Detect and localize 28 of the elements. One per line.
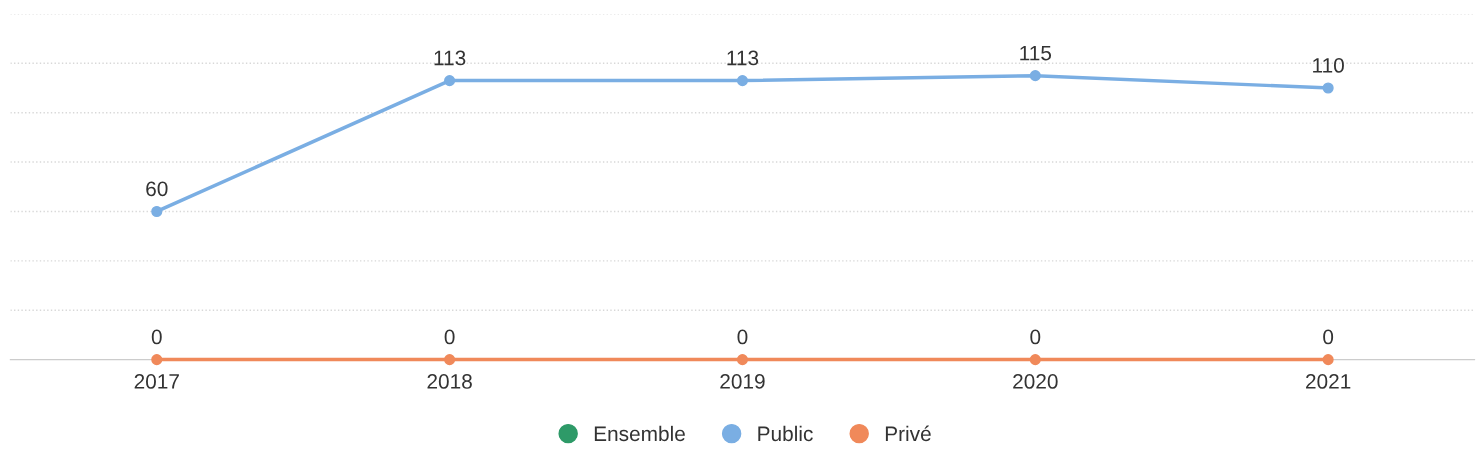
point xyxy=(1322,354,1334,366)
legend-label: Public xyxy=(758,425,813,442)
point xyxy=(151,354,163,366)
data-label: 113 xyxy=(727,50,759,66)
data-label: 110 xyxy=(1313,58,1344,73)
point xyxy=(444,75,456,87)
legend-label: Ensemble xyxy=(594,425,685,442)
x-tick-label: 2017 xyxy=(134,374,179,389)
data-label: 0 xyxy=(737,329,748,345)
point xyxy=(736,354,749,366)
data-label: 0 xyxy=(1030,329,1041,345)
data-label: 0 xyxy=(1323,329,1334,345)
x-tick-label: 2021 xyxy=(1306,374,1351,389)
x-tick-label: 2020 xyxy=(1013,374,1058,389)
data-label: 0 xyxy=(151,329,162,345)
x-tick-label: 2019 xyxy=(720,374,765,389)
legend-label: Privé xyxy=(885,425,931,442)
point xyxy=(736,75,749,87)
x-tick-label: 2018 xyxy=(427,374,472,389)
point xyxy=(151,205,163,218)
point xyxy=(1029,70,1041,82)
point xyxy=(1029,354,1041,366)
data-label: 113 xyxy=(434,50,466,66)
point xyxy=(1322,82,1334,94)
data-label: 0 xyxy=(444,329,455,345)
point xyxy=(444,354,456,366)
data-label: 115 xyxy=(1020,45,1052,61)
data-label: 60 xyxy=(146,181,168,197)
